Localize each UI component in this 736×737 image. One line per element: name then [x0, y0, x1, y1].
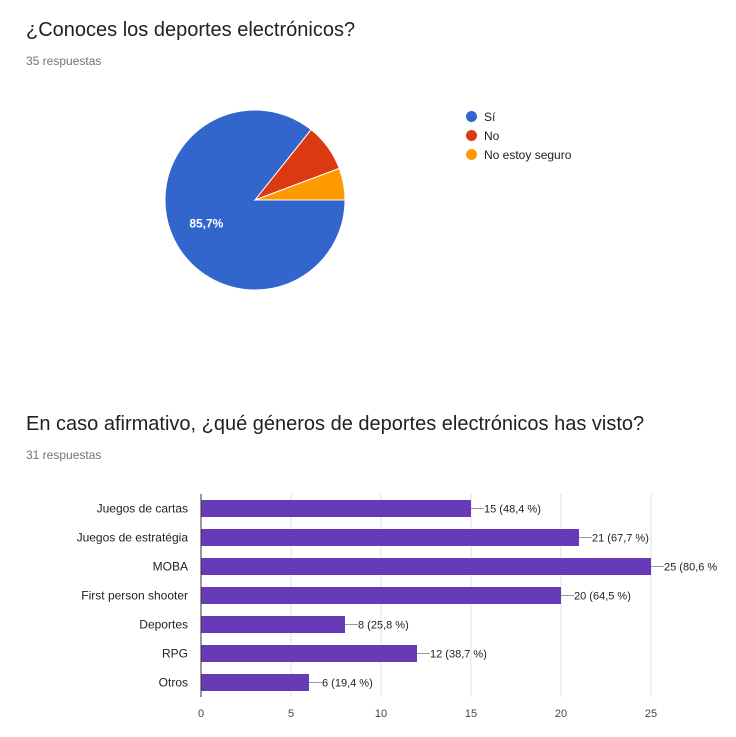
- legend-swatch-no-seguro: [466, 149, 477, 160]
- legend-label-no-seguro: No estoy seguro: [484, 147, 572, 162]
- question-1-title: ¿Conoces los deportes electrónicos?: [26, 19, 356, 41]
- legend-swatch-si: [466, 111, 477, 122]
- x-tick-label-10: 10: [375, 708, 387, 720]
- pie-slice-no-estoy-seguro: [254, 167, 346, 201]
- category-label-juegos-de-estrategia: Juegos de estratégia: [77, 531, 189, 545]
- x-tick-label-0: 0: [198, 708, 204, 720]
- data-label-otros: 6 (19,4 %): [322, 678, 373, 690]
- bar-chart: 0 5 10 15 20 25 Juegos de cartas 15 (48,4 %) Jue…: [77, 494, 717, 720]
- data-label-rpg: 12 (38,7 %): [430, 649, 487, 661]
- bar-juegos-de-estrategia: [201, 529, 579, 546]
- legend-swatch-no: [466, 130, 477, 141]
- x-tick-label-15: 15: [465, 708, 477, 720]
- question-2-title: En caso afirmativo, ¿qué géneros de depo…: [26, 413, 645, 435]
- x-tick-label-5: 5: [288, 708, 294, 720]
- data-label-juegos-de-cartas: 15 (48,4 %): [484, 504, 541, 516]
- data-label-juegos-de-estrategia: 21 (67,7 %): [592, 533, 649, 545]
- category-label-first-person-shooter: First person shooter: [81, 589, 188, 603]
- category-label-otros: Otros: [159, 676, 188, 690]
- data-label-moba: 25 (80,6 %: [664, 562, 717, 574]
- category-label-rpg: RPG: [162, 647, 188, 661]
- bar-moba: [201, 558, 651, 575]
- data-label-first-person-shooter: 20 (64,5 %): [574, 591, 631, 603]
- question-1-response-count: 35 respuestas: [26, 54, 102, 68]
- pie-percent-label-si: 85,7%: [189, 216, 223, 230]
- category-label-moba: MOBA: [153, 560, 188, 574]
- x-tick-label-20: 20: [555, 708, 567, 720]
- pie-chart: 85,7%: [164, 109, 346, 291]
- bar-first-person-shooter: [201, 587, 561, 604]
- pie-legend: Sí No No estoy seguro: [466, 107, 571, 164]
- bar-rpg: [201, 645, 417, 662]
- category-label-deportes: Deportes: [139, 618, 188, 632]
- legend-label-no: No: [484, 128, 500, 143]
- data-label-deportes: 8 (25,8 %): [358, 620, 409, 632]
- question-2-response-count: 31 respuestas: [26, 448, 102, 462]
- legend-item-si: Sí: [466, 107, 571, 126]
- x-tick-label-25: 25: [645, 708, 657, 720]
- legend-label-si: Sí: [484, 109, 496, 124]
- bar-otros: [201, 674, 309, 691]
- bar-deportes: [201, 616, 345, 633]
- category-label-juegos-de-cartas: Juegos de cartas: [97, 502, 188, 516]
- legend-item-no-seguro: No estoy seguro: [466, 145, 571, 164]
- bar-juegos-de-cartas: [201, 500, 471, 517]
- legend-item-no: No: [466, 126, 571, 145]
